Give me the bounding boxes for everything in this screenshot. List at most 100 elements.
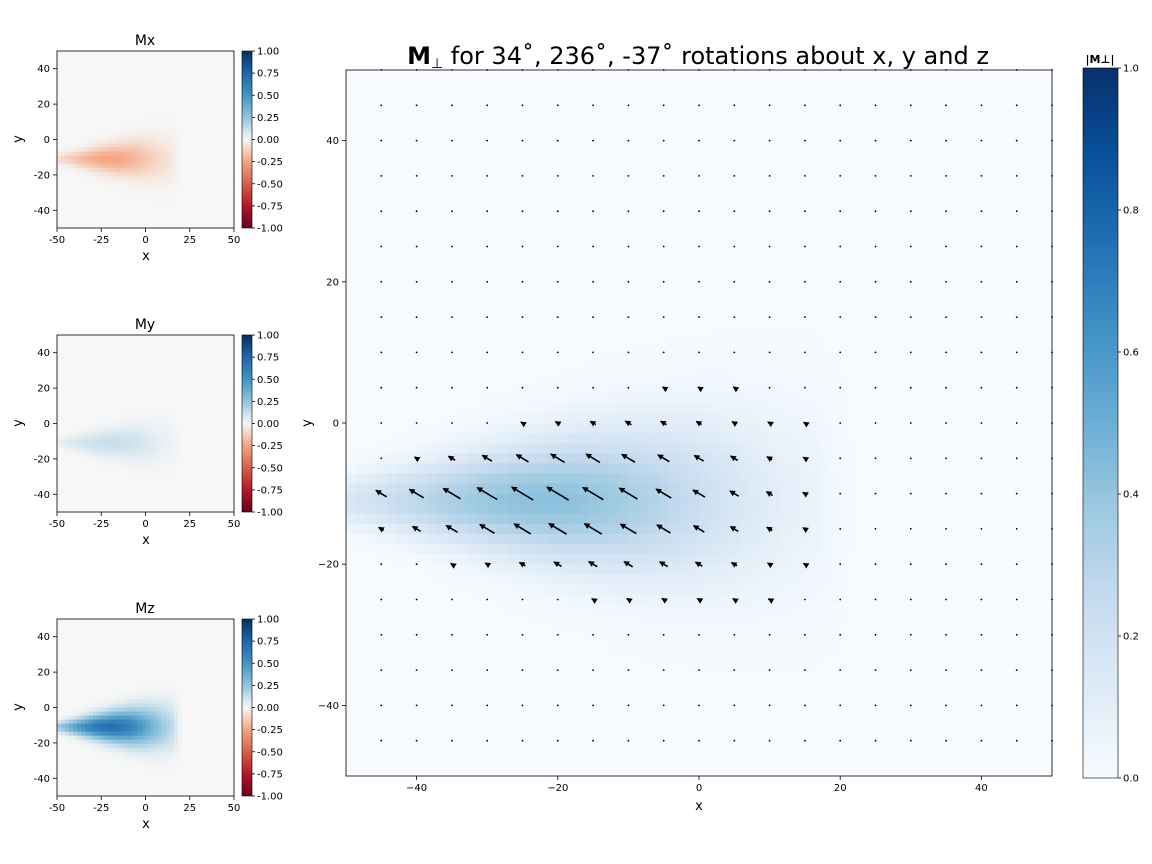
heatmap-cell <box>157 687 163 693</box>
heatmap-cell <box>193 123 199 129</box>
heatmap-cell <box>197 363 203 368</box>
heatmap-cell <box>69 387 74 392</box>
heatmap-cell <box>125 71 131 76</box>
heatmap-cell <box>145 147 151 153</box>
heatmap-cell <box>189 215 195 221</box>
heatmap-cell <box>141 423 147 429</box>
heatmap-cell <box>117 383 122 388</box>
heatmap-cell <box>221 631 227 636</box>
heatmap-cell <box>81 135 86 141</box>
heatmap-cell <box>153 679 159 684</box>
heatmap-cell <box>153 83 159 88</box>
heatmap-cell <box>93 343 98 348</box>
heatmap-cell <box>161 371 167 376</box>
heatmap-cell <box>193 395 199 400</box>
heatmap-cell <box>201 671 207 676</box>
heatmap-cell <box>205 199 211 205</box>
heatmap-cell <box>137 683 143 688</box>
heatmap-cell <box>161 399 167 404</box>
heatmap-cell <box>93 711 98 717</box>
heatmap-cell <box>77 199 82 205</box>
heatmap-cell <box>225 115 231 120</box>
heatmap-cell <box>117 87 122 92</box>
heatmap-cell <box>177 199 183 205</box>
heatmap-cell <box>201 431 207 437</box>
heatmap-cell <box>177 463 183 469</box>
heatmap-cell <box>181 507 187 513</box>
heatmap-cell <box>57 627 62 632</box>
heatmap-cell <box>141 403 147 409</box>
heatmap-cell <box>105 167 110 173</box>
heatmap-cell <box>117 667 122 672</box>
heatmap-cell <box>173 699 179 705</box>
heatmap-cell <box>77 375 82 380</box>
heatmap-cell <box>213 75 219 80</box>
heatmap-cell <box>153 383 159 388</box>
heatmap-cell <box>89 683 94 688</box>
heatmap-cell <box>109 667 114 672</box>
heatmap-cell <box>85 659 90 664</box>
heatmap-cell <box>109 403 114 409</box>
heatmap-cell <box>161 391 167 396</box>
heatmap-cell <box>81 119 86 125</box>
heatmap-cell <box>57 175 62 181</box>
heatmap-cell <box>97 219 102 225</box>
heatmap-cell <box>161 363 167 368</box>
heatmap-cell <box>105 503 110 509</box>
heatmap-cell <box>213 395 219 400</box>
heatmap-cell <box>205 491 211 497</box>
heatmap-cell <box>89 191 94 197</box>
heatmap-cell <box>165 415 171 421</box>
heatmap-cell <box>117 623 122 628</box>
heatmap-cell <box>181 639 187 644</box>
heatmap-cell <box>173 355 179 360</box>
heatmap-cell <box>109 623 114 628</box>
heatmap-cell <box>201 667 207 672</box>
heatmap-cell <box>201 55 207 60</box>
heatmap-cell <box>221 175 227 181</box>
heatmap-cell <box>133 87 139 92</box>
heatmap-cell <box>85 55 90 60</box>
heatmap-cell <box>105 487 110 493</box>
heatmap-cell <box>173 83 179 88</box>
heatmap-cell <box>125 687 131 693</box>
heatmap-cell <box>125 499 131 505</box>
my-colorbar-ticks: 1.000.750.500.250.00-0.25-0.50-0.75-1.00 <box>252 331 283 519</box>
heatmap-cell <box>129 179 135 185</box>
heatmap-cell <box>197 683 203 688</box>
heatmap-cell <box>89 499 94 505</box>
heatmap-cell <box>221 487 227 493</box>
heatmap-cell <box>85 391 90 396</box>
heatmap-cell <box>185 643 191 648</box>
heatmap-cell <box>57 431 62 437</box>
heatmap-cell <box>133 631 139 636</box>
heatmap-cell <box>149 163 155 169</box>
heatmap-cell <box>153 207 159 213</box>
heatmap-cell <box>197 59 203 64</box>
heatmap-cell <box>89 431 94 437</box>
heatmap-cell <box>93 103 98 108</box>
heatmap-cell <box>213 707 219 713</box>
heatmap-cell <box>101 427 106 433</box>
heatmap-cell <box>117 507 122 513</box>
y-tick-label: -40 <box>34 206 50 217</box>
heatmap-cell <box>149 359 155 364</box>
heatmap-cell <box>101 487 106 493</box>
heatmap-cell <box>69 451 74 457</box>
heatmap-cell <box>81 435 86 441</box>
heatmap-cell <box>105 399 110 404</box>
heatmap-cell <box>197 175 203 181</box>
heatmap-cell <box>161 63 167 68</box>
heatmap-cell <box>189 471 195 477</box>
heatmap-cell <box>197 91 203 96</box>
heatmap-cell <box>117 167 122 173</box>
heatmap-cell <box>153 399 159 404</box>
heatmap-cell <box>137 123 143 129</box>
heatmap-cell <box>177 363 183 368</box>
heatmap-cell <box>61 407 66 413</box>
heatmap-cell <box>69 627 74 632</box>
heatmap-cell <box>177 367 183 372</box>
heatmap-cell <box>61 635 66 640</box>
heatmap-cell <box>197 639 203 644</box>
heatmap-cell <box>81 371 86 376</box>
